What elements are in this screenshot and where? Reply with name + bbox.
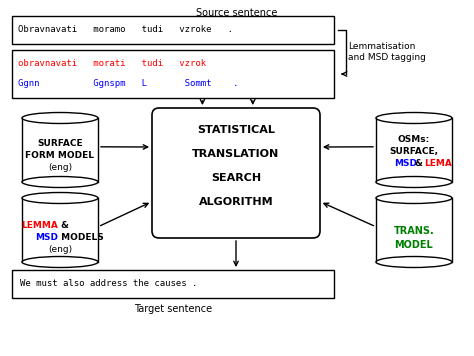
Text: SEARCH: SEARCH <box>211 173 261 183</box>
Text: Obravnavati   moramo   tudi   vzroke   .: Obravnavati moramo tudi vzroke . <box>18 26 233 35</box>
Text: Target sentence: Target sentence <box>134 304 212 314</box>
Text: MSD: MSD <box>35 233 58 242</box>
Ellipse shape <box>376 112 452 124</box>
Ellipse shape <box>376 193 452 204</box>
Ellipse shape <box>376 177 452 188</box>
Text: &: & <box>412 159 426 168</box>
Ellipse shape <box>376 257 452 267</box>
Text: MSD: MSD <box>394 159 417 168</box>
Text: &: & <box>58 221 69 230</box>
Text: SURFACE,: SURFACE, <box>390 147 438 156</box>
Text: TRANS.: TRANS. <box>393 226 434 236</box>
Text: TRANSLATION: TRANSLATION <box>192 149 280 159</box>
Ellipse shape <box>22 193 98 204</box>
Text: LEMA: LEMA <box>424 159 452 168</box>
Text: MODELS: MODELS <box>58 233 104 242</box>
Bar <box>12 16 334 44</box>
Text: LEMMA: LEMMA <box>21 221 58 230</box>
Bar <box>12 270 334 298</box>
Text: (eng): (eng) <box>48 245 72 254</box>
Text: ALGORITHM: ALGORITHM <box>199 197 273 207</box>
Text: Lemmatisation
and MSD tagging: Lemmatisation and MSD tagging <box>348 42 426 62</box>
Text: STATISTICAL: STATISTICAL <box>197 125 275 135</box>
Bar <box>22 118 98 182</box>
Text: OSMs:: OSMs: <box>398 135 430 144</box>
Text: MODEL: MODEL <box>395 240 433 250</box>
Text: Source sentence: Source sentence <box>196 8 278 18</box>
Text: obravnavati   morati   tudi   vzrok: obravnavati morati tudi vzrok <box>18 58 206 68</box>
Text: SURFACE: SURFACE <box>37 139 83 148</box>
Text: We must also address the causes .: We must also address the causes . <box>20 279 197 288</box>
Bar <box>22 198 98 262</box>
Text: Ggnn          Ggnspm   L       Sommt    .: Ggnn Ggnspm L Sommt . <box>18 79 238 88</box>
Ellipse shape <box>22 112 98 124</box>
Bar <box>376 198 452 262</box>
Text: (eng): (eng) <box>48 163 72 172</box>
Ellipse shape <box>22 257 98 267</box>
Bar <box>12 50 334 98</box>
FancyBboxPatch shape <box>152 108 320 238</box>
Bar <box>376 118 452 182</box>
Ellipse shape <box>22 177 98 188</box>
Text: FORM MODEL: FORM MODEL <box>26 151 94 160</box>
